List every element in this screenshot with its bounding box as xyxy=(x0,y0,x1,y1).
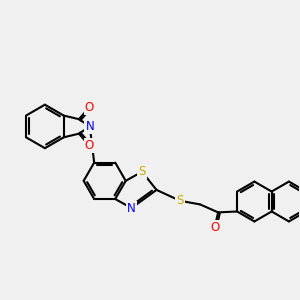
Text: N: N xyxy=(85,120,94,133)
Text: O: O xyxy=(210,221,219,234)
Text: O: O xyxy=(85,139,94,152)
Text: N: N xyxy=(127,202,136,214)
Text: S: S xyxy=(138,165,146,178)
Text: O: O xyxy=(85,101,94,114)
Text: S: S xyxy=(176,194,184,207)
